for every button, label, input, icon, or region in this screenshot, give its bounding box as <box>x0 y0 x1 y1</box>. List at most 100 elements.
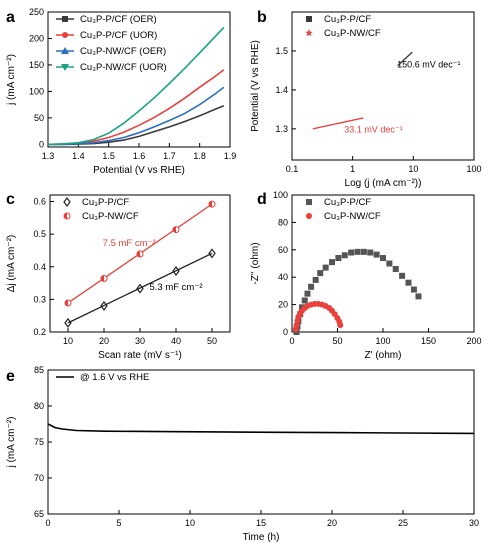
panel-d-series-1-point <box>317 270 324 277</box>
panel-a-ytick-label: 200 <box>29 33 44 43</box>
panel-b-frame <box>291 11 475 161</box>
panel-b-xtick-label: 1 <box>350 164 355 174</box>
panel-a-legend-item-3-label: Cu₃P-NW/CF (OER) <box>80 46 166 57</box>
panel-d-series-1-point <box>341 252 348 259</box>
panel-c-xtick-label: 10 <box>63 336 73 346</box>
panel-c-series-2-point <box>172 226 180 234</box>
panel-c-letter: c <box>6 191 15 208</box>
panel-a-xtick-label: 1.6 <box>133 151 146 161</box>
panel-d-xtick-label: 200 <box>466 336 481 346</box>
panel-a-ytick-label: 250 <box>29 7 44 17</box>
panel-d-legend-item-1-marker <box>306 199 312 205</box>
panel-b-series-1-fit-line <box>397 51 413 67</box>
panel-c-xtick-label: 30 <box>135 336 145 346</box>
panel-e-frame <box>47 369 475 515</box>
panel-e-xtick-label: 30 <box>469 518 479 528</box>
panel-a-ytick-label: 50 <box>34 113 44 123</box>
panel-e-ytick-label: 75 <box>34 437 44 447</box>
panel-d-legend-item-1-label: Cu₃P-P/CF <box>324 197 371 208</box>
panel-b-legend-item-2-marker <box>305 29 313 37</box>
panel-b-ytick-label: 1.4 <box>275 85 288 95</box>
panel-b-xlabel: Log (j (mA cm⁻²)) <box>345 178 422 189</box>
panel-d-xlabel: Z' (ohm) <box>365 350 402 361</box>
panel-c-series-2-point <box>100 275 108 283</box>
panel-d-series-1-point <box>312 276 319 283</box>
panel-a-legend-item-1-marker <box>62 16 68 22</box>
panel-c-series-1-point <box>136 283 144 294</box>
panel-c-ylabel: Δj (mA cm⁻²) <box>6 235 17 293</box>
panel-e-xlabel: Time (h) <box>243 532 280 543</box>
panel-c-xtick-label: 40 <box>171 336 181 346</box>
panel-d-series-1-point <box>354 248 361 255</box>
panel-c-ytick-label: 0.3 <box>33 294 46 304</box>
panel-a-series-1-line <box>48 104 225 146</box>
panel-b-letter: b <box>257 9 267 26</box>
panel-a-xtick-label: 1.8 <box>193 151 206 161</box>
panel-a-series-3-line <box>47 86 225 146</box>
panel-c-ytick-label: 0.6 <box>33 197 46 207</box>
panel-d-series-1-point <box>367 249 374 256</box>
panel-c-series-2-point <box>64 299 72 307</box>
panel-d-series-1-point <box>410 286 417 293</box>
panel-e-series-1-line <box>47 423 475 435</box>
panel-c-xlabel: Scan rate (mV s⁻¹) <box>98 350 182 361</box>
panel-e-ytick-label: 80 <box>34 401 44 411</box>
panel-b-series-2-fit-line <box>312 117 364 130</box>
panel-e-xtick-label: 0 <box>45 518 50 528</box>
panel-a-xtick-label: 1.7 <box>163 151 176 161</box>
panel-b-annotation-1: 150.6 mV dec⁻¹ <box>397 59 460 69</box>
panel-e-xtick-label: 15 <box>256 518 266 528</box>
panel-a-series-4-line <box>47 26 225 146</box>
panel-b-legend-item-1-marker <box>306 16 312 22</box>
panel-c-frame <box>49 194 231 333</box>
panel-c-xtick-label: 20 <box>99 336 109 346</box>
panel-a-ytick-label: 150 <box>29 60 44 70</box>
panel-d-legend-item-2-marker <box>306 213 312 219</box>
panel-d-xtick-label: 100 <box>375 336 390 346</box>
panel-d-xtick-label: 50 <box>332 336 342 346</box>
panel-e-ytick-label: 65 <box>34 509 44 519</box>
panel-d-series-1-point <box>415 293 422 300</box>
panel-c-series-2-point-fill <box>137 251 140 258</box>
panel-c-ytick-label: 0.5 <box>33 229 46 239</box>
panel-d-series-1-point <box>322 264 329 271</box>
panel-e-xtick-label: 5 <box>116 518 121 528</box>
panel-d-series-1-point <box>373 251 380 258</box>
panel-c-series-1-point <box>100 300 108 311</box>
panel-d-series-1-point <box>392 265 399 272</box>
panel-b-ytick-label: 1.5 <box>275 46 288 56</box>
panel-d-xtick-label: 0 <box>289 336 294 346</box>
panel-e-ytick-label: 85 <box>34 365 44 375</box>
panel-c-series-1-point <box>208 248 216 259</box>
panel-d-series-1-point <box>304 290 311 297</box>
panel-d-ytick-label: 60 <box>278 245 288 255</box>
panel-c-series-2-point-fill <box>65 299 68 306</box>
panel-b-ytick-label: 1.3 <box>275 124 288 134</box>
panel-d-series-1-point <box>386 260 393 267</box>
panel-d-ylabel: -Z'' (ohm) <box>250 242 261 284</box>
panel-e-xtick-label: 10 <box>185 518 195 528</box>
panel-a-legend-item-4-marker <box>61 64 69 71</box>
panel-c-series-2-point <box>208 200 216 208</box>
panel-c-series-2-point-fill <box>173 226 176 233</box>
panel-d-ytick-label: 80 <box>278 217 288 227</box>
panel-d-series-1-point <box>308 283 315 290</box>
panel-b-xtick-label: 0.1 <box>286 164 299 174</box>
panel-c-annotation-2: 5.3 mF cm⁻² <box>149 282 202 293</box>
panel-d-xtick-label: 150 <box>421 336 436 346</box>
panel-c-legend-item-2-label: Cu₃P-NW/CF <box>82 211 139 222</box>
panel-b-annotation-2: 33.1 mV dec⁻¹ <box>344 125 402 135</box>
panel-c-legend-item-2-marker <box>63 212 71 220</box>
panel-d-ytick-label: 40 <box>278 272 288 282</box>
panel-b-ylabel: Potential (V vs RHE) <box>250 40 261 132</box>
panel-c-legend-item-1-label: Cu₃P-P/CF <box>82 197 129 208</box>
panel-a-xtick-label: 1.5 <box>102 151 115 161</box>
panel-e-legend-item-1-label: @ 1.6 V vs RHE <box>80 372 149 383</box>
panel-e-ytick-label: 70 <box>34 473 44 483</box>
panel-c-series-1-fit-line <box>67 252 213 324</box>
panel-a-xtick-label: 1.3 <box>42 151 55 161</box>
panel-c-series-2-point <box>136 250 144 258</box>
panel-c-series-2-point-fill <box>209 201 212 208</box>
panel-a-letter: a <box>6 9 15 26</box>
panel-d-letter: d <box>257 191 267 208</box>
